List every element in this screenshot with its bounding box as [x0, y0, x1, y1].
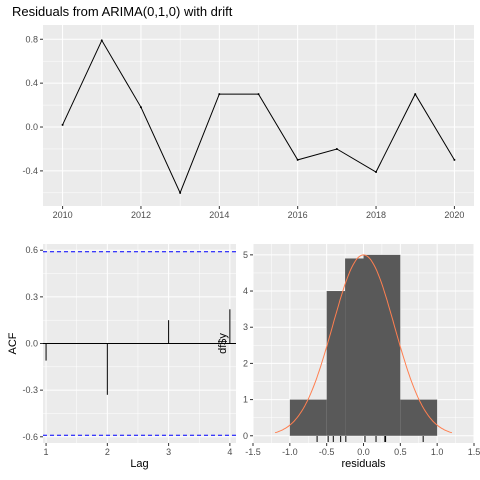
y-tick-label: 0.8	[25, 34, 38, 44]
histogram-bar	[363, 254, 401, 436]
x-tick-label: -0.5	[319, 447, 335, 457]
y-axis-title: df$y	[217, 333, 229, 354]
histogram-bar	[326, 291, 346, 436]
y-tick-label: -0.3	[22, 385, 38, 395]
x-tick-label: 1.5	[468, 447, 480, 457]
residual-histogram-panel: -1.5 -1.0 -0.5 0.0 0.5 1.0 1.5 0 1 2 3 4 5 residuals d…	[217, 244, 480, 470]
x-tick-label: 2016	[288, 210, 308, 220]
x-tick-label: 2018	[366, 210, 386, 220]
chart-title: Residuals from ARIMA(0,1,0) with drift	[12, 4, 233, 19]
y-tick-label: 0.6	[25, 245, 38, 255]
x-tick-label: 2020	[444, 210, 464, 220]
x-tick-label: 2	[105, 447, 110, 457]
x-tick-label: 1.0	[431, 447, 444, 457]
x-axis-title: Lag	[130, 458, 148, 470]
x-tick-label: 2014	[209, 210, 229, 220]
y-tick-label: 0.0	[25, 339, 38, 349]
residual-point	[61, 123, 64, 126]
y-tick-label: 0	[243, 431, 248, 441]
residual-point	[139, 106, 142, 109]
residual-point	[453, 158, 456, 161]
residual-point	[375, 170, 378, 173]
x-tick-label: -1.5	[245, 447, 261, 457]
residual-point	[257, 93, 260, 96]
x-tick-label: 2012	[131, 210, 151, 220]
histogram-bar	[400, 399, 438, 436]
y-tick-label: 2	[243, 358, 248, 368]
residual-time-series-panel: 2010 2012 2014 2016 2018 2020 -0.4 0.0 0.4 0.8	[22, 25, 474, 220]
x-tick-label: -1.0	[282, 447, 298, 457]
normal-density-curve	[274, 254, 453, 434]
x-tick-label: 0.0	[357, 447, 370, 457]
y-tick-label: 4	[243, 286, 248, 296]
histogram-bar	[289, 399, 327, 436]
residual-point	[335, 147, 338, 150]
residual-point	[100, 39, 103, 42]
x-tick-label: 1	[44, 447, 49, 457]
y-tick-label: -0.4	[22, 166, 38, 176]
x-axis-title: residuals	[341, 458, 386, 470]
y-tick-label: 0.3	[25, 292, 38, 302]
x-tick-label: 0.5	[394, 447, 407, 457]
y-tick-label: 5	[243, 250, 248, 260]
histogram-bar	[345, 258, 364, 436]
y-axis-title: ACF	[7, 332, 19, 354]
y-tick-label: 1	[243, 395, 248, 405]
acf-panel: 1 2 3 4 -0.6 -0.3 0.0 0.3 0.6 Lag ACF	[7, 244, 236, 470]
residual-point	[218, 93, 221, 96]
y-tick-label: 0.4	[25, 78, 38, 88]
x-tick-label: 3	[166, 447, 171, 457]
residual-point	[179, 191, 182, 194]
y-tick-label: 3	[243, 322, 248, 332]
y-tick-label: 0.0	[25, 122, 38, 132]
x-tick-label: 2010	[53, 210, 73, 220]
x-tick-label: 4	[227, 447, 232, 457]
residual-point	[414, 93, 417, 96]
y-tick-label: -0.6	[22, 432, 38, 442]
residual-point	[296, 158, 299, 161]
